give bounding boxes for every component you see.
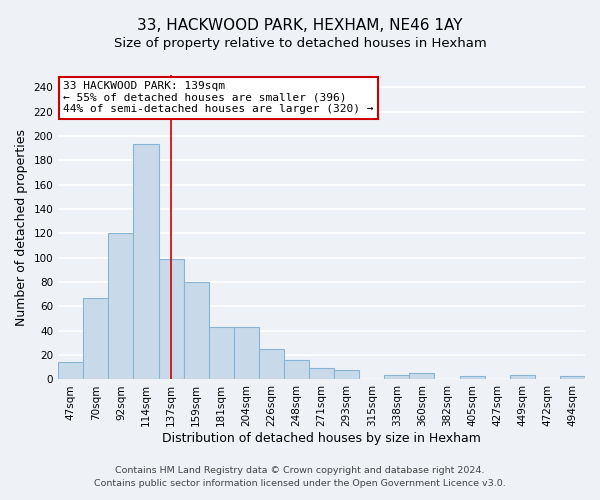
Bar <box>234 327 259 380</box>
Text: Contains HM Land Registry data © Crown copyright and database right 2024.
Contai: Contains HM Land Registry data © Crown c… <box>94 466 506 487</box>
Bar <box>259 349 284 380</box>
Bar <box>560 376 585 380</box>
Text: Size of property relative to detached houses in Hexham: Size of property relative to detached ho… <box>113 38 487 51</box>
Bar <box>409 374 434 380</box>
Bar <box>109 234 133 380</box>
Bar <box>309 368 334 380</box>
Bar <box>133 144 158 380</box>
Bar <box>385 374 409 380</box>
Y-axis label: Number of detached properties: Number of detached properties <box>15 128 28 326</box>
Bar <box>158 259 184 380</box>
Text: 33 HACKWOOD PARK: 139sqm
← 55% of detached houses are smaller (396)
44% of semi-: 33 HACKWOOD PARK: 139sqm ← 55% of detach… <box>64 81 374 114</box>
Bar <box>510 374 535 380</box>
Bar <box>83 298 109 380</box>
Bar <box>184 282 209 380</box>
Bar <box>58 362 83 380</box>
X-axis label: Distribution of detached houses by size in Hexham: Distribution of detached houses by size … <box>162 432 481 445</box>
Bar <box>334 370 359 380</box>
Bar <box>460 376 485 380</box>
Bar <box>209 327 234 380</box>
Bar <box>284 360 309 380</box>
Text: 33, HACKWOOD PARK, HEXHAM, NE46 1AY: 33, HACKWOOD PARK, HEXHAM, NE46 1AY <box>137 18 463 32</box>
